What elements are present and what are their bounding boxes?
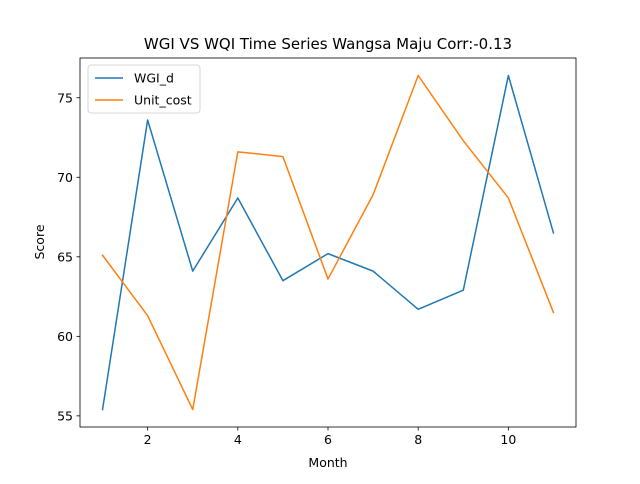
legend-box: [87, 64, 201, 114]
y-tick-label: 55: [57, 408, 73, 423]
legend-label-unit-cost: Unit_cost: [134, 93, 192, 108]
chart-title: WGI VS WQI Time Series Wangsa Maju Corr:…: [144, 35, 512, 53]
y-tick-label: 75: [57, 90, 73, 105]
series-line-unit-cost: [101, 74, 555, 411]
y-tick-label: 70: [57, 170, 73, 185]
legend-label-wgi-d: WGI_d: [134, 71, 174, 86]
legend: WGI_d Unit_cost: [87, 64, 201, 114]
x-tick-label: 4: [234, 432, 242, 447]
x-tick-label: 2: [144, 432, 152, 447]
x-tick-label: 8: [414, 432, 422, 447]
y-tick-label: 60: [57, 329, 73, 344]
y-tick-label: 65: [57, 249, 73, 264]
x-axis-label: Month: [308, 455, 347, 470]
plot-area: 2 4 6 8 10 55 60 65 70 75: [57, 57, 577, 447]
x-tick-label: 10: [500, 432, 516, 447]
series-line-wgi-d: [101, 74, 555, 411]
x-tick-label: 6: [324, 432, 332, 447]
y-axis-label: Score: [32, 224, 47, 259]
